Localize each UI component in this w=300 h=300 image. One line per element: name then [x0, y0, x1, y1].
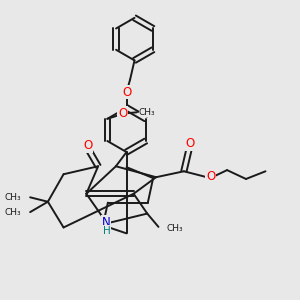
- Text: CH₃: CH₃: [139, 108, 156, 117]
- Text: O: O: [83, 139, 92, 152]
- Text: O: O: [206, 170, 215, 183]
- Text: CH₃: CH₃: [4, 208, 21, 217]
- Text: O: O: [118, 107, 127, 120]
- Text: CH₃: CH₃: [4, 193, 21, 202]
- Text: O: O: [122, 85, 131, 98]
- Text: CH₃: CH₃: [167, 224, 183, 233]
- Text: H: H: [103, 226, 110, 236]
- Text: O: O: [186, 137, 195, 150]
- Text: N: N: [102, 216, 111, 229]
